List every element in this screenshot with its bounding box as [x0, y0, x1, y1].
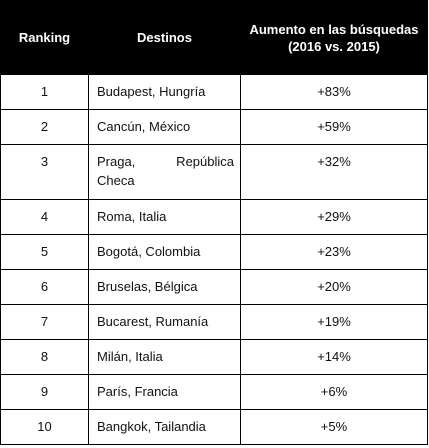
- table-row: 5 Bogotá, Colombia +23%: [0, 234, 428, 270]
- destination-cell: Cancún, México: [88, 109, 241, 145]
- increase-cell: +20%: [240, 269, 428, 305]
- table-row: 4 Roma, Italia +29%: [0, 199, 428, 235]
- table-header: Ranking Destinos Aumento en las búsqueda…: [0, 0, 428, 75]
- rank-cell: 5: [0, 234, 89, 270]
- rank-cell: 6: [0, 269, 89, 305]
- header-aumento: Aumento en las búsquedas (2016 vs. 2015): [240, 0, 428, 75]
- table-row: 7 Bucarest, Rumanía +19%: [0, 304, 428, 340]
- destination-cell: Praga, República Checa: [88, 144, 241, 200]
- increase-cell: +14%: [240, 339, 428, 375]
- destination-cell: Bogotá, Colombia: [88, 234, 241, 270]
- rank-cell: 9: [0, 374, 89, 410]
- increase-cell: +83%: [240, 74, 428, 110]
- table-row: 8 Milán, Italia +14%: [0, 339, 428, 375]
- header-ranking: Ranking: [0, 0, 89, 75]
- rank-cell: 3: [0, 144, 89, 200]
- table-row: 9 París, Francia +6%: [0, 374, 428, 410]
- destination-cell: Bruselas, Bélgica: [88, 269, 241, 305]
- destination-cell: Roma, Italia: [88, 199, 241, 235]
- rank-cell: 7: [0, 304, 89, 340]
- rank-cell: 8: [0, 339, 89, 375]
- table-row: 6 Bruselas, Bélgica +20%: [0, 269, 428, 305]
- table-row: 3 Praga, República Checa +32%: [0, 144, 428, 200]
- increase-cell: +32%: [240, 144, 428, 200]
- table-row: 1 Budapest, Hungría +83%: [0, 74, 428, 110]
- header-destinos: Destinos: [88, 0, 241, 75]
- increase-cell: +29%: [240, 199, 428, 235]
- rank-cell: 4: [0, 199, 89, 235]
- destination-cell: Bucarest, Rumanía: [88, 304, 241, 340]
- destination-cell: París, Francia: [88, 374, 241, 410]
- increase-cell: +19%: [240, 304, 428, 340]
- rank-cell: 10: [0, 409, 89, 445]
- increase-cell: +23%: [240, 234, 428, 270]
- table-body: 1 Budapest, Hungría +83% 2 Cancún, Méxic…: [0, 74, 428, 445]
- increase-cell: +5%: [240, 409, 428, 445]
- table-row: 10 Bangkok, Tailandia +5%: [0, 409, 428, 445]
- table-row: 2 Cancún, México +59%: [0, 109, 428, 145]
- destination-cell: Milán, Italia: [88, 339, 241, 375]
- rank-cell: 1: [0, 74, 89, 110]
- header-row: Ranking Destinos Aumento en las búsqueda…: [0, 0, 428, 75]
- rank-cell: 2: [0, 109, 89, 145]
- increase-cell: +6%: [240, 374, 428, 410]
- destination-cell: Budapest, Hungría: [88, 74, 241, 110]
- increase-cell: +59%: [240, 109, 428, 145]
- destination-cell: Bangkok, Tailandia: [88, 409, 241, 445]
